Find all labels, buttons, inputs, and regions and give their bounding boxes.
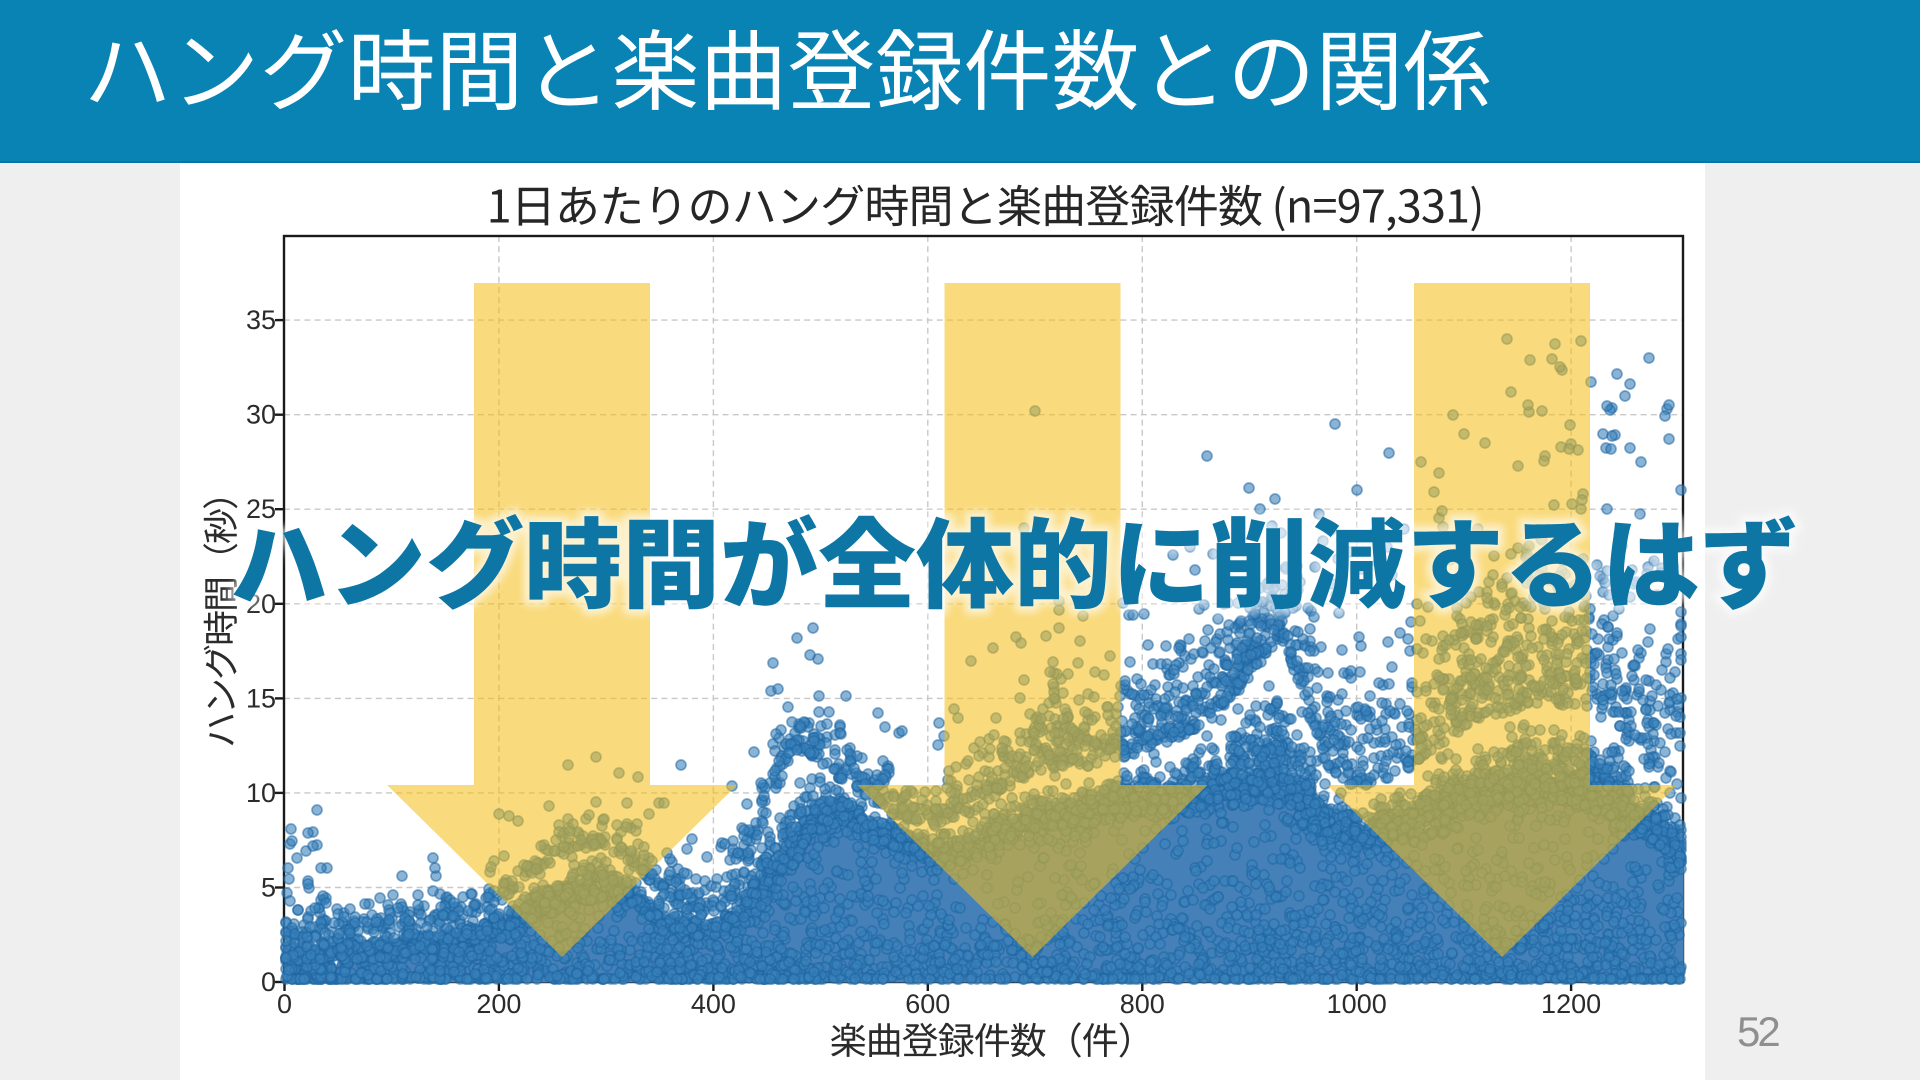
svg-text:25: 25 [246,494,276,524]
svg-text:15: 15 [246,683,276,713]
svg-text:35: 35 [246,305,276,335]
svg-text:0: 0 [261,967,276,997]
svg-text:10: 10 [246,778,276,808]
svg-text:600: 600 [905,989,950,1019]
svg-text:52: 52 [1737,1008,1779,1055]
svg-text:0: 0 [277,989,292,1019]
svg-text:1200: 1200 [1541,989,1601,1019]
svg-text:30: 30 [246,400,276,430]
svg-text:800: 800 [1120,989,1165,1019]
svg-text:200: 200 [476,989,521,1019]
svg-text:5: 5 [261,873,276,903]
svg-text:1000: 1000 [1327,989,1387,1019]
svg-text:400: 400 [691,989,736,1019]
